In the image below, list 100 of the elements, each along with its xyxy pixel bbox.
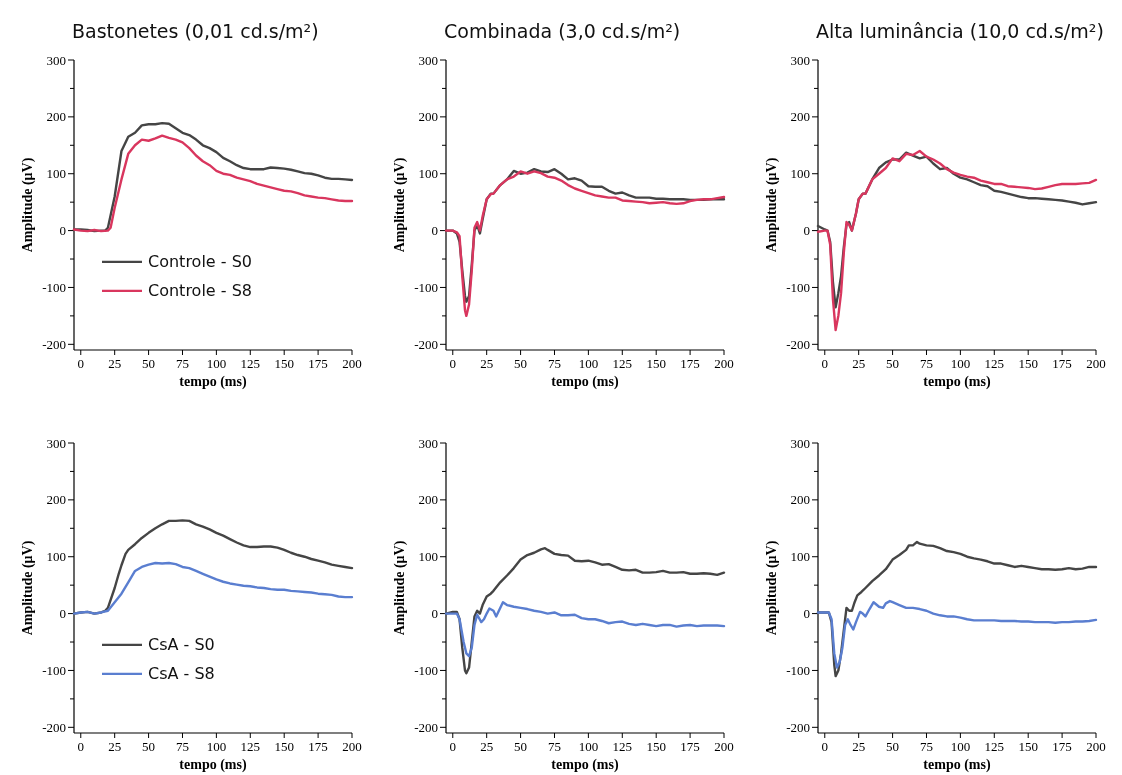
x-tick-label: 150 (274, 356, 294, 371)
x-tick-label: 100 (950, 739, 971, 754)
x-tick-label: 125 (240, 356, 261, 371)
y-tick-label: 300 (46, 435, 66, 451)
y-tick-label: 300 (46, 52, 66, 68)
y-tick-label: -200 (42, 719, 66, 735)
x-axis-title: tempo (ms) (551, 757, 619, 773)
y-tick-label: 200 (790, 109, 810, 125)
x-tick-label: 25 (108, 739, 122, 754)
x-tick-label: 25 (108, 356, 122, 371)
y-tick-label: -100 (42, 280, 66, 295)
x-tick-label: 0 (77, 356, 85, 371)
y-tick-label: 0 (803, 606, 810, 622)
y-axis-title: Amplitude (μV) (764, 540, 780, 636)
x-tick-label: 125 (612, 739, 633, 754)
line-series (444, 601, 726, 658)
x-tick-label: 200 (714, 739, 734, 754)
x-tick-label: 50 (514, 739, 528, 754)
legend-label: Controle - S0 (148, 252, 252, 272)
y-tick-label: -200 (786, 336, 810, 352)
y-axis-title: Amplitude (μV) (20, 157, 36, 253)
x-tick-label: 100 (206, 356, 227, 371)
y-tick-label: 300 (418, 52, 438, 68)
y-axis-title: Amplitude (μV) (20, 540, 36, 636)
x-tick-label: 200 (342, 739, 362, 754)
y-tick-label: 200 (790, 492, 810, 508)
x-axis-title: tempo (ms) (179, 757, 247, 773)
x-tick-label: 50 (142, 739, 156, 754)
y-tick-label: 200 (46, 109, 66, 125)
y-tick-label: -100 (786, 280, 810, 295)
y-tick-label: -200 (414, 719, 438, 735)
x-tick-label: 125 (240, 739, 261, 754)
x-tick-label: 150 (1018, 356, 1038, 371)
y-tick-label: 100 (790, 549, 810, 565)
x-tick-label: 0 (821, 356, 829, 371)
x-tick-label: 150 (274, 739, 294, 754)
x-tick-label: 100 (950, 356, 971, 371)
y-tick-label: -200 (42, 336, 66, 352)
x-tick-label: 100 (578, 739, 599, 754)
y-tick-label: 200 (418, 109, 438, 125)
x-tick-label: 125 (612, 356, 633, 371)
x-axis-title: tempo (ms) (923, 757, 991, 773)
legend-label: CsA - S0 (148, 635, 215, 655)
chart-title: Alta luminância (10,0 cd.s/m²) (816, 20, 1104, 42)
y-tick-label: 0 (59, 606, 66, 622)
x-axis-title: tempo (ms) (551, 374, 619, 390)
x-tick-label: 150 (1018, 739, 1038, 754)
line-series (72, 561, 354, 615)
x-tick-label: 25 (852, 739, 866, 754)
y-tick-label: -100 (414, 280, 438, 295)
x-tick-label: 75 (547, 356, 561, 371)
x-tick-label: 200 (1086, 739, 1106, 754)
y-tick-label: -100 (42, 663, 66, 678)
y-tick-label: 300 (790, 52, 810, 68)
x-tick-label: 175 (308, 356, 328, 371)
x-tick-label: 0 (449, 356, 457, 371)
y-tick-label: 200 (46, 492, 66, 508)
x-tick-label: 175 (1052, 356, 1072, 371)
chart-title: Bastonetes (0,01 cd.s/m²) (72, 20, 319, 42)
x-tick-label: 50 (886, 739, 900, 754)
x-tick-label: 175 (308, 739, 328, 754)
x-axis-title: tempo (ms) (179, 374, 247, 390)
y-tick-label: 0 (431, 223, 438, 239)
x-tick-label: 25 (480, 739, 494, 754)
x-axis-title: tempo (ms) (923, 374, 991, 390)
y-tick-label: 300 (790, 435, 810, 451)
y-tick-label: 0 (803, 223, 810, 239)
x-tick-label: 125 (984, 356, 1005, 371)
x-tick-label: 50 (514, 356, 528, 371)
legend-label: CsA - S8 (148, 664, 215, 684)
y-tick-label: 100 (46, 549, 66, 565)
x-tick-label: 200 (714, 356, 734, 371)
x-tick-label: 125 (984, 739, 1005, 754)
y-tick-label: 100 (418, 166, 438, 182)
y-tick-label: -200 (786, 719, 810, 735)
x-tick-label: 0 (821, 739, 829, 754)
y-tick-label: 100 (790, 166, 810, 182)
x-tick-label: 0 (449, 739, 457, 754)
x-tick-label: 100 (206, 739, 227, 754)
x-tick-label: 25 (480, 356, 494, 371)
x-tick-label: 175 (680, 356, 700, 371)
x-tick-label: 25 (852, 356, 866, 371)
y-tick-label: 300 (418, 435, 438, 451)
x-tick-label: 75 (175, 356, 189, 371)
y-tick-label: 100 (418, 549, 438, 565)
x-tick-label: 75 (547, 739, 561, 754)
y-axis-title: Amplitude (μV) (392, 540, 408, 636)
y-axis-title: Amplitude (μV) (764, 157, 780, 253)
x-tick-label: 75 (175, 739, 189, 754)
x-tick-label: 100 (578, 356, 599, 371)
x-tick-label: 75 (919, 739, 933, 754)
x-tick-label: 150 (646, 356, 666, 371)
x-tick-label: 175 (680, 739, 700, 754)
x-tick-label: 150 (646, 739, 666, 754)
x-tick-label: 50 (886, 356, 900, 371)
y-axis-title: Amplitude (μV) (392, 157, 408, 253)
y-tick-label: 0 (431, 606, 438, 622)
y-tick-label: -200 (414, 336, 438, 352)
x-tick-label: 75 (919, 356, 933, 371)
x-tick-label: 0 (77, 739, 85, 754)
